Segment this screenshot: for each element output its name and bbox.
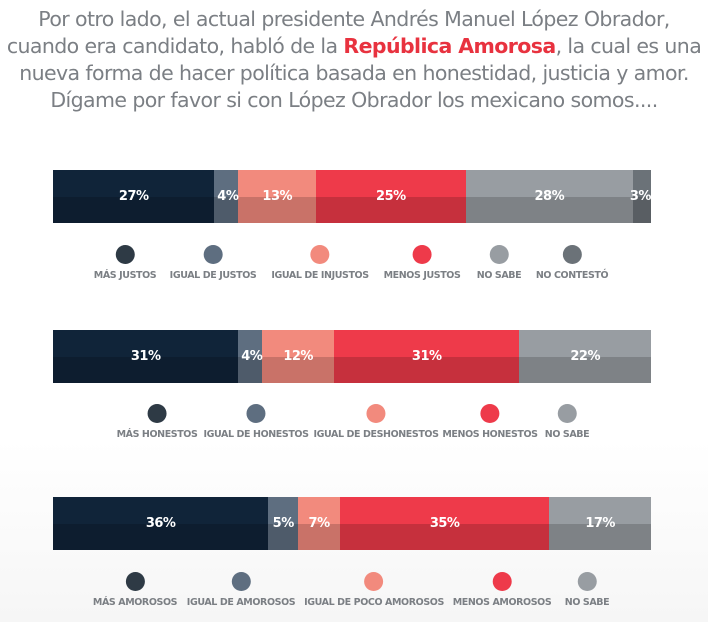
legend-label: MENOS JUSTOS (383, 270, 461, 281)
segment-label: 36% (145, 516, 176, 531)
legend-dot-icon (577, 572, 597, 591)
segment-label: 12% (283, 349, 313, 364)
stacked-bar-1: 27% 4% 13% 25% 28% 3% (53, 170, 651, 223)
segment-label: 31% (411, 349, 442, 364)
bar-segment: 7% (298, 497, 341, 550)
legend-label: MENOS HONESTOS (442, 429, 538, 440)
legend-label: MENOS AMOROSOS (452, 597, 552, 608)
legend-item: MENOS AMOROSOS (453, 572, 552, 608)
legend-label: IGUAL DE INJUSTOS (271, 270, 369, 281)
legend-2: MÁS HONESTOS IGUAL DE HONESTOS IGUAL DE DE… (0, 404, 708, 454)
stacked-bar-2: 31% 4% 12% 31% 22% (53, 330, 651, 383)
bar-segment: 27% (53, 170, 215, 223)
legend-dot-icon (366, 404, 386, 423)
segment-label: 4% (241, 349, 263, 364)
legend-item: IGUAL DE JUSTOS (170, 245, 257, 281)
legend-1: MÁS JUSTOS IGUAL DE JUSTOS IGUAL DE INJUST… (0, 245, 708, 295)
bar-segment: 22% (519, 330, 651, 383)
legend-label: IGUAL DE AMOROSOS (186, 597, 296, 608)
legend-item: NO SABE (564, 572, 610, 608)
legend-item: MÁS HONESTOS (117, 404, 198, 440)
legend-label: MÁS JUSTOS (93, 270, 157, 281)
bar-segment: 28% (465, 170, 634, 223)
segment-label: 28% (534, 189, 565, 204)
segment-label: 5% (272, 516, 295, 531)
legend-dot-icon (246, 404, 266, 423)
bar-segment: 4% (214, 170, 239, 223)
segment-label: 22% (570, 349, 600, 364)
title-text-end: , la cual es una nueva forma de hacer po… (19, 34, 702, 112)
segment-label: 7% (308, 516, 331, 531)
segment-label: 13% (262, 189, 293, 204)
legend-item: IGUAL DE AMOROSOS (186, 572, 296, 608)
legend-item: MÁS AMOROSOS (92, 572, 178, 608)
bar-segment: 31% (334, 330, 520, 383)
legend-item: MENOS HONESTOS (442, 404, 538, 440)
legend-dot-icon (231, 572, 251, 591)
stacked-bar-3: 36% 5% 7% 35% 17% (53, 497, 651, 550)
legend-label: NO SABE (544, 429, 590, 440)
legend-item: IGUAL DE HONESTOS (203, 404, 309, 440)
legend-dot-icon (412, 245, 432, 264)
bar-segment: 12% (262, 330, 335, 383)
legend-dot-icon (562, 245, 582, 264)
legend-label: NO CONTESTÓ (535, 270, 609, 281)
legend-dot-icon (489, 245, 509, 264)
bar-segment: 35% (340, 497, 550, 550)
legend-dot-icon (492, 572, 512, 591)
legend-label: NO SABE (564, 597, 610, 608)
legend-dot-icon (125, 572, 145, 591)
legend-item: NO SABE (544, 404, 590, 440)
legend-item: IGUAL DE POCO AMOROSOS (304, 572, 444, 608)
legend-label: IGUAL DE JUSTOS (169, 270, 257, 281)
bar-segment: 17% (549, 497, 651, 550)
legend-dot-icon (557, 404, 577, 423)
bar-segment: 25% (316, 170, 466, 223)
legend-dot-icon (147, 404, 167, 423)
legend-dot-icon (310, 245, 330, 264)
bar-segment: 31% (53, 330, 239, 383)
legend-item: MÁS JUSTOS (93, 245, 157, 281)
legend-dot-icon (364, 572, 384, 591)
legend-dot-icon (480, 404, 500, 423)
bar-segment: 13% (238, 170, 317, 223)
legend-label: MÁS AMOROSOS (92, 597, 178, 608)
title-highlight: República Amorosa (343, 34, 556, 58)
segment-label: 17% (585, 516, 615, 531)
legend-label: MÁS HONESTOS (116, 429, 198, 440)
legend-dot-icon (115, 245, 135, 264)
legend-item: NO CONTESTÓ (535, 245, 609, 281)
legend-label: IGUAL DE DESHONESTOS (313, 429, 439, 440)
legend-3: MÁS AMOROSOS IGUAL DE AMOROSOS IGUAL DE PO… (0, 572, 708, 622)
legend-label: IGUAL DE HONESTOS (203, 429, 309, 440)
bar-segment: 5% (268, 497, 299, 550)
legend-label: IGUAL DE POCO AMOROSOS (304, 597, 444, 608)
legend-item: IGUAL DE INJUSTOS (271, 245, 369, 281)
segment-label: 35% (429, 516, 460, 531)
legend-item: IGUAL DE DESHONESTOS (313, 404, 439, 440)
bar-segment: 4% (238, 330, 263, 383)
segment-label: 27% (118, 189, 149, 204)
legend-item: MENOS JUSTOS (384, 245, 461, 281)
bar-segment: 36% (53, 497, 269, 550)
legend-label: NO SABE (476, 270, 522, 281)
legend-dot-icon (203, 245, 223, 264)
bar-segment: 3% (629, 170, 652, 223)
segment-label: 4% (217, 189, 239, 204)
segment-label: 31% (130, 349, 161, 364)
title-text: Por otro lado, el actual presidente Andr… (6, 7, 670, 58)
question-title: Por otro lado, el actual presidente Andr… (0, 6, 708, 114)
segment-label: 25% (376, 189, 406, 204)
segment-label: 3% (629, 189, 652, 204)
legend-item: NO SABE (476, 245, 522, 281)
